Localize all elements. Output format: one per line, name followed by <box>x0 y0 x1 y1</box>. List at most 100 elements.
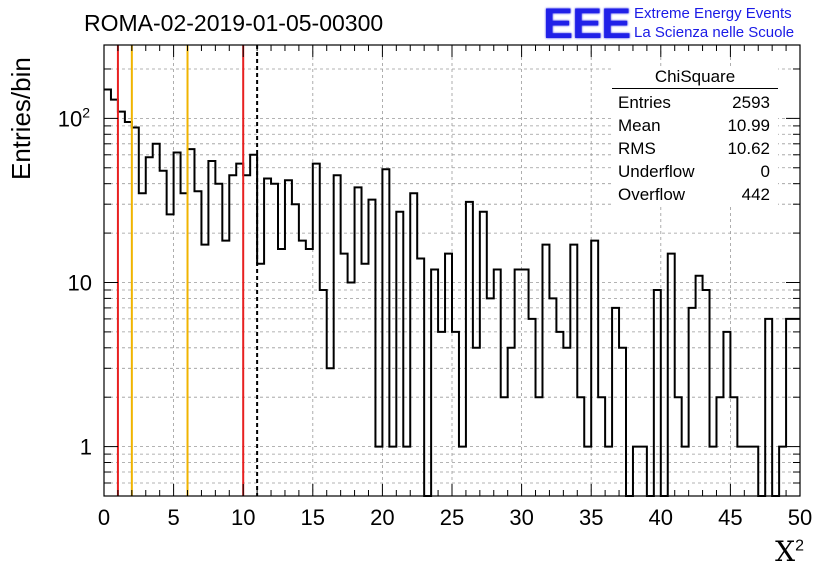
x-tick-label: 0 <box>98 505 110 530</box>
stats-row: Overflow 442 <box>612 183 778 206</box>
histogram-bin <box>250 155 257 496</box>
histogram-bin <box>696 276 703 496</box>
histogram-bin <box>494 269 501 496</box>
histogram-bin <box>201 245 208 496</box>
histogram-bin <box>668 254 675 496</box>
x-tick-label: 40 <box>649 505 673 530</box>
histogram-bin <box>577 397 584 496</box>
histogram-bin <box>466 202 473 496</box>
stats-label: Mean <box>618 116 661 135</box>
histogram-bin <box>355 187 362 496</box>
histogram-bin <box>167 214 174 496</box>
x-tick-label: 10 <box>231 505 255 530</box>
histogram-bin <box>111 100 118 496</box>
histogram-bin <box>403 447 410 496</box>
histogram-line <box>104 88 800 497</box>
histogram-bin <box>264 179 271 496</box>
histogram-bin <box>522 269 529 496</box>
stats-row: Underflow 0 <box>612 160 778 183</box>
histogram-bin <box>765 319 772 496</box>
histogram-bin <box>563 348 570 496</box>
histogram-bin <box>633 447 640 496</box>
histogram-bin <box>744 447 751 496</box>
stats-label: Entries <box>618 93 671 112</box>
x-tick-label: 20 <box>370 505 394 530</box>
histogram-bin <box>501 397 508 496</box>
histogram-bin <box>723 332 730 496</box>
histogram-bin <box>570 245 577 496</box>
axis-ticks <box>103 45 801 497</box>
histogram-bin <box>793 319 800 496</box>
logo-mark: EEE <box>543 0 631 48</box>
histogram-bin <box>459 447 466 496</box>
histogram-bin <box>320 290 327 496</box>
histogram-bin <box>153 144 160 496</box>
stats-value: 442 <box>741 185 770 204</box>
histogram-bin <box>591 241 598 496</box>
histogram-bin <box>417 259 424 496</box>
histogram-bin <box>313 164 320 496</box>
stats-row: RMS 10.62 <box>612 137 778 160</box>
grid <box>104 45 800 496</box>
x-tick-label: 35 <box>579 505 603 530</box>
histogram-bin <box>508 348 515 496</box>
histogram-bin <box>480 212 487 496</box>
x-tick-label: 5 <box>167 505 179 530</box>
stats-row: Mean 10.99 <box>612 114 778 137</box>
reference-lines <box>116 45 259 496</box>
histogram-bin <box>160 171 167 496</box>
x-axis-label-text: X <box>775 535 796 568</box>
stats-value: 10.99 <box>727 116 770 135</box>
histogram-bin <box>431 269 438 496</box>
x-tick-label: 30 <box>509 505 533 530</box>
histogram-bin <box>689 308 696 496</box>
histogram-bin <box>389 447 396 496</box>
histogram-bin <box>174 152 181 496</box>
histogram-bin <box>118 112 125 496</box>
eee-logo: EEE Extreme Energy Events La Scienza nel… <box>543 2 794 46</box>
histogram-bin <box>410 193 417 496</box>
histogram-bin <box>375 447 382 496</box>
histogram-bin <box>146 157 153 496</box>
histogram-bin <box>598 397 605 496</box>
histogram-bin <box>139 193 146 496</box>
histogram-series <box>104 88 800 497</box>
histogram-bin <box>487 298 494 496</box>
histogram-bin <box>438 332 445 496</box>
logo-text: Extreme Energy Events La Scienza nelle S… <box>634 2 794 42</box>
histogram-bin <box>584 447 591 496</box>
histogram-bin <box>208 161 215 496</box>
stats-row: Entries 2593 <box>612 91 778 114</box>
histogram-bin <box>188 149 195 496</box>
histogram-bin <box>716 397 723 496</box>
histogram-bin <box>396 212 403 496</box>
logo-line-1: Extreme Energy Events <box>634 5 792 22</box>
histogram-bin <box>243 175 250 496</box>
stats-value: 0 <box>760 162 770 181</box>
histogram-bin <box>362 264 369 496</box>
chart-title: ROMA-02-2019-01-05-00300 <box>84 10 384 36</box>
histogram-bin <box>556 332 563 496</box>
histogram-bin <box>285 180 292 496</box>
histogram-bin <box>542 245 549 496</box>
stats-value: 10.62 <box>727 139 770 158</box>
stats-label: Overflow <box>618 185 686 204</box>
histogram-bin <box>675 397 682 496</box>
histogram-bin <box>452 332 459 496</box>
histogram-bin <box>605 447 612 496</box>
histogram-bin <box>215 184 222 496</box>
logo-line-2: La Scienza nelle Scuole <box>634 24 795 41</box>
histogram-bin <box>786 319 793 496</box>
stats-title: ChiSquare <box>612 67 778 89</box>
tick-labels: 0 5 10 15 20 25 30 35 40 45 50 1 10 102 <box>58 104 813 530</box>
histogram-bin <box>529 319 536 496</box>
histogram-bin <box>299 241 306 496</box>
stats-value: 2593 <box>732 93 770 112</box>
histogram-bin <box>229 175 236 496</box>
histogram-bin <box>730 397 737 496</box>
histogram-bin <box>222 241 229 496</box>
histogram-bin <box>257 264 264 496</box>
histogram-bin <box>549 298 556 496</box>
histogram-bin <box>640 447 647 496</box>
